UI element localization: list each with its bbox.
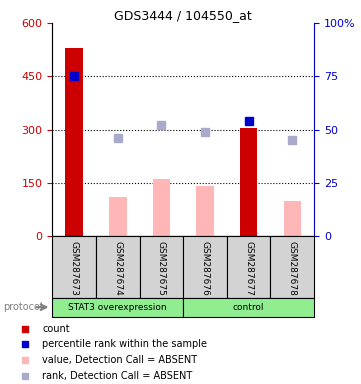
Text: GSM287675: GSM287675: [157, 241, 166, 296]
Bar: [65, 48, 83, 236]
Text: rank, Detection Call = ABSENT: rank, Detection Call = ABSENT: [42, 371, 193, 381]
Bar: [109, 197, 126, 236]
Title: GDS3444 / 104550_at: GDS3444 / 104550_at: [114, 9, 252, 22]
Bar: [183, 236, 227, 298]
Bar: [52, 298, 183, 317]
Bar: [240, 128, 257, 236]
Text: control: control: [233, 303, 264, 312]
Text: protocol: protocol: [4, 302, 43, 312]
Text: percentile rank within the sample: percentile rank within the sample: [42, 339, 207, 349]
Bar: [140, 236, 183, 298]
Text: value, Detection Call = ABSENT: value, Detection Call = ABSENT: [42, 355, 197, 365]
Text: GSM287676: GSM287676: [200, 241, 209, 296]
Text: count: count: [42, 324, 70, 334]
Bar: [52, 236, 96, 298]
Bar: [227, 236, 270, 298]
Text: GSM287673: GSM287673: [70, 241, 79, 296]
Bar: [283, 200, 301, 236]
Bar: [196, 187, 214, 236]
Bar: [153, 179, 170, 236]
Bar: [96, 236, 140, 298]
Text: GSM287677: GSM287677: [244, 241, 253, 296]
Text: STAT3 overexpression: STAT3 overexpression: [69, 303, 167, 312]
Bar: [270, 236, 314, 298]
Text: GSM287674: GSM287674: [113, 241, 122, 296]
Text: GSM287678: GSM287678: [288, 241, 297, 296]
Bar: [183, 298, 314, 317]
